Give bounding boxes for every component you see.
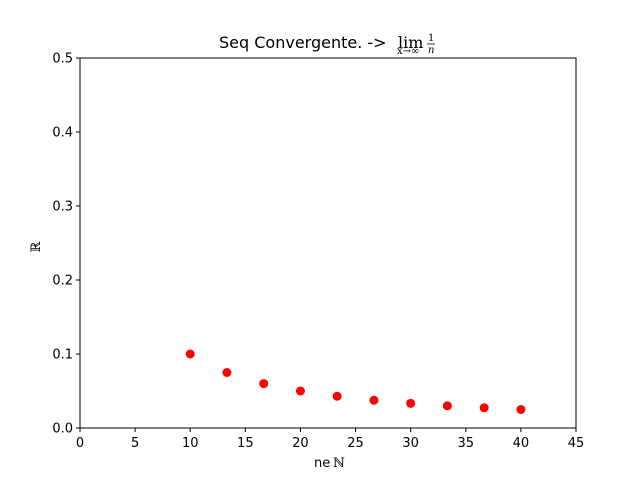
chart-title: Seq Convergente. -> lim x→∞ 1 n (219, 33, 435, 57)
y-axis-label: ℝ (29, 240, 44, 252)
x-tick-label: 25 (347, 436, 364, 451)
data-point (295, 386, 305, 396)
chart-title-fraction-numerator: 1 (428, 33, 434, 44)
x-axis: 0 5 10 15 20 25 30 35 40 45 (76, 428, 584, 451)
x-axis-label-symbol: ℕ (333, 456, 345, 471)
y-tick-label: 0.1 (52, 348, 73, 363)
x-axis-label-text: ne (314, 456, 330, 471)
y-axis: 0.0 0.1 0.2 0.3 0.4 0.5 (52, 52, 80, 437)
data-point (479, 403, 489, 413)
data-point (259, 379, 269, 389)
data-point (332, 391, 342, 401)
x-tick-label: 20 (292, 436, 309, 451)
x-tick-label: 10 (182, 436, 199, 451)
data-point (442, 401, 452, 411)
y-tick-label: 0.4 (52, 126, 73, 141)
y-tick-label: 0.0 (52, 422, 73, 437)
x-axis-label: ne ℕ (314, 456, 345, 471)
y-tick-label: 0.2 (52, 274, 73, 289)
plot-area-frame (79, 57, 577, 429)
x-tick-label: 15 (237, 436, 254, 451)
x-tick-label: 5 (131, 436, 139, 451)
data-point (406, 398, 416, 408)
x-tick-label: 30 (402, 436, 419, 451)
y-tick-label: 0.5 (52, 52, 73, 67)
chart-title-fraction-denominator: n (428, 45, 434, 56)
x-tick-label: 45 (568, 436, 585, 451)
chart-title-lim: lim (398, 33, 423, 52)
chart-title-prefix: Seq Convergente. -> (219, 33, 387, 52)
data-point (516, 405, 526, 414)
y-tick-label: 0.3 (52, 200, 73, 215)
x-tick-label: 0 (76, 436, 84, 451)
chart-title-lim-subscript: x→∞ (397, 46, 419, 57)
x-tick-label: 40 (513, 436, 530, 451)
data-point (185, 349, 195, 359)
data-points (185, 349, 526, 414)
data-point (222, 368, 232, 377)
data-point (369, 395, 379, 405)
x-tick-label: 35 (458, 436, 475, 451)
